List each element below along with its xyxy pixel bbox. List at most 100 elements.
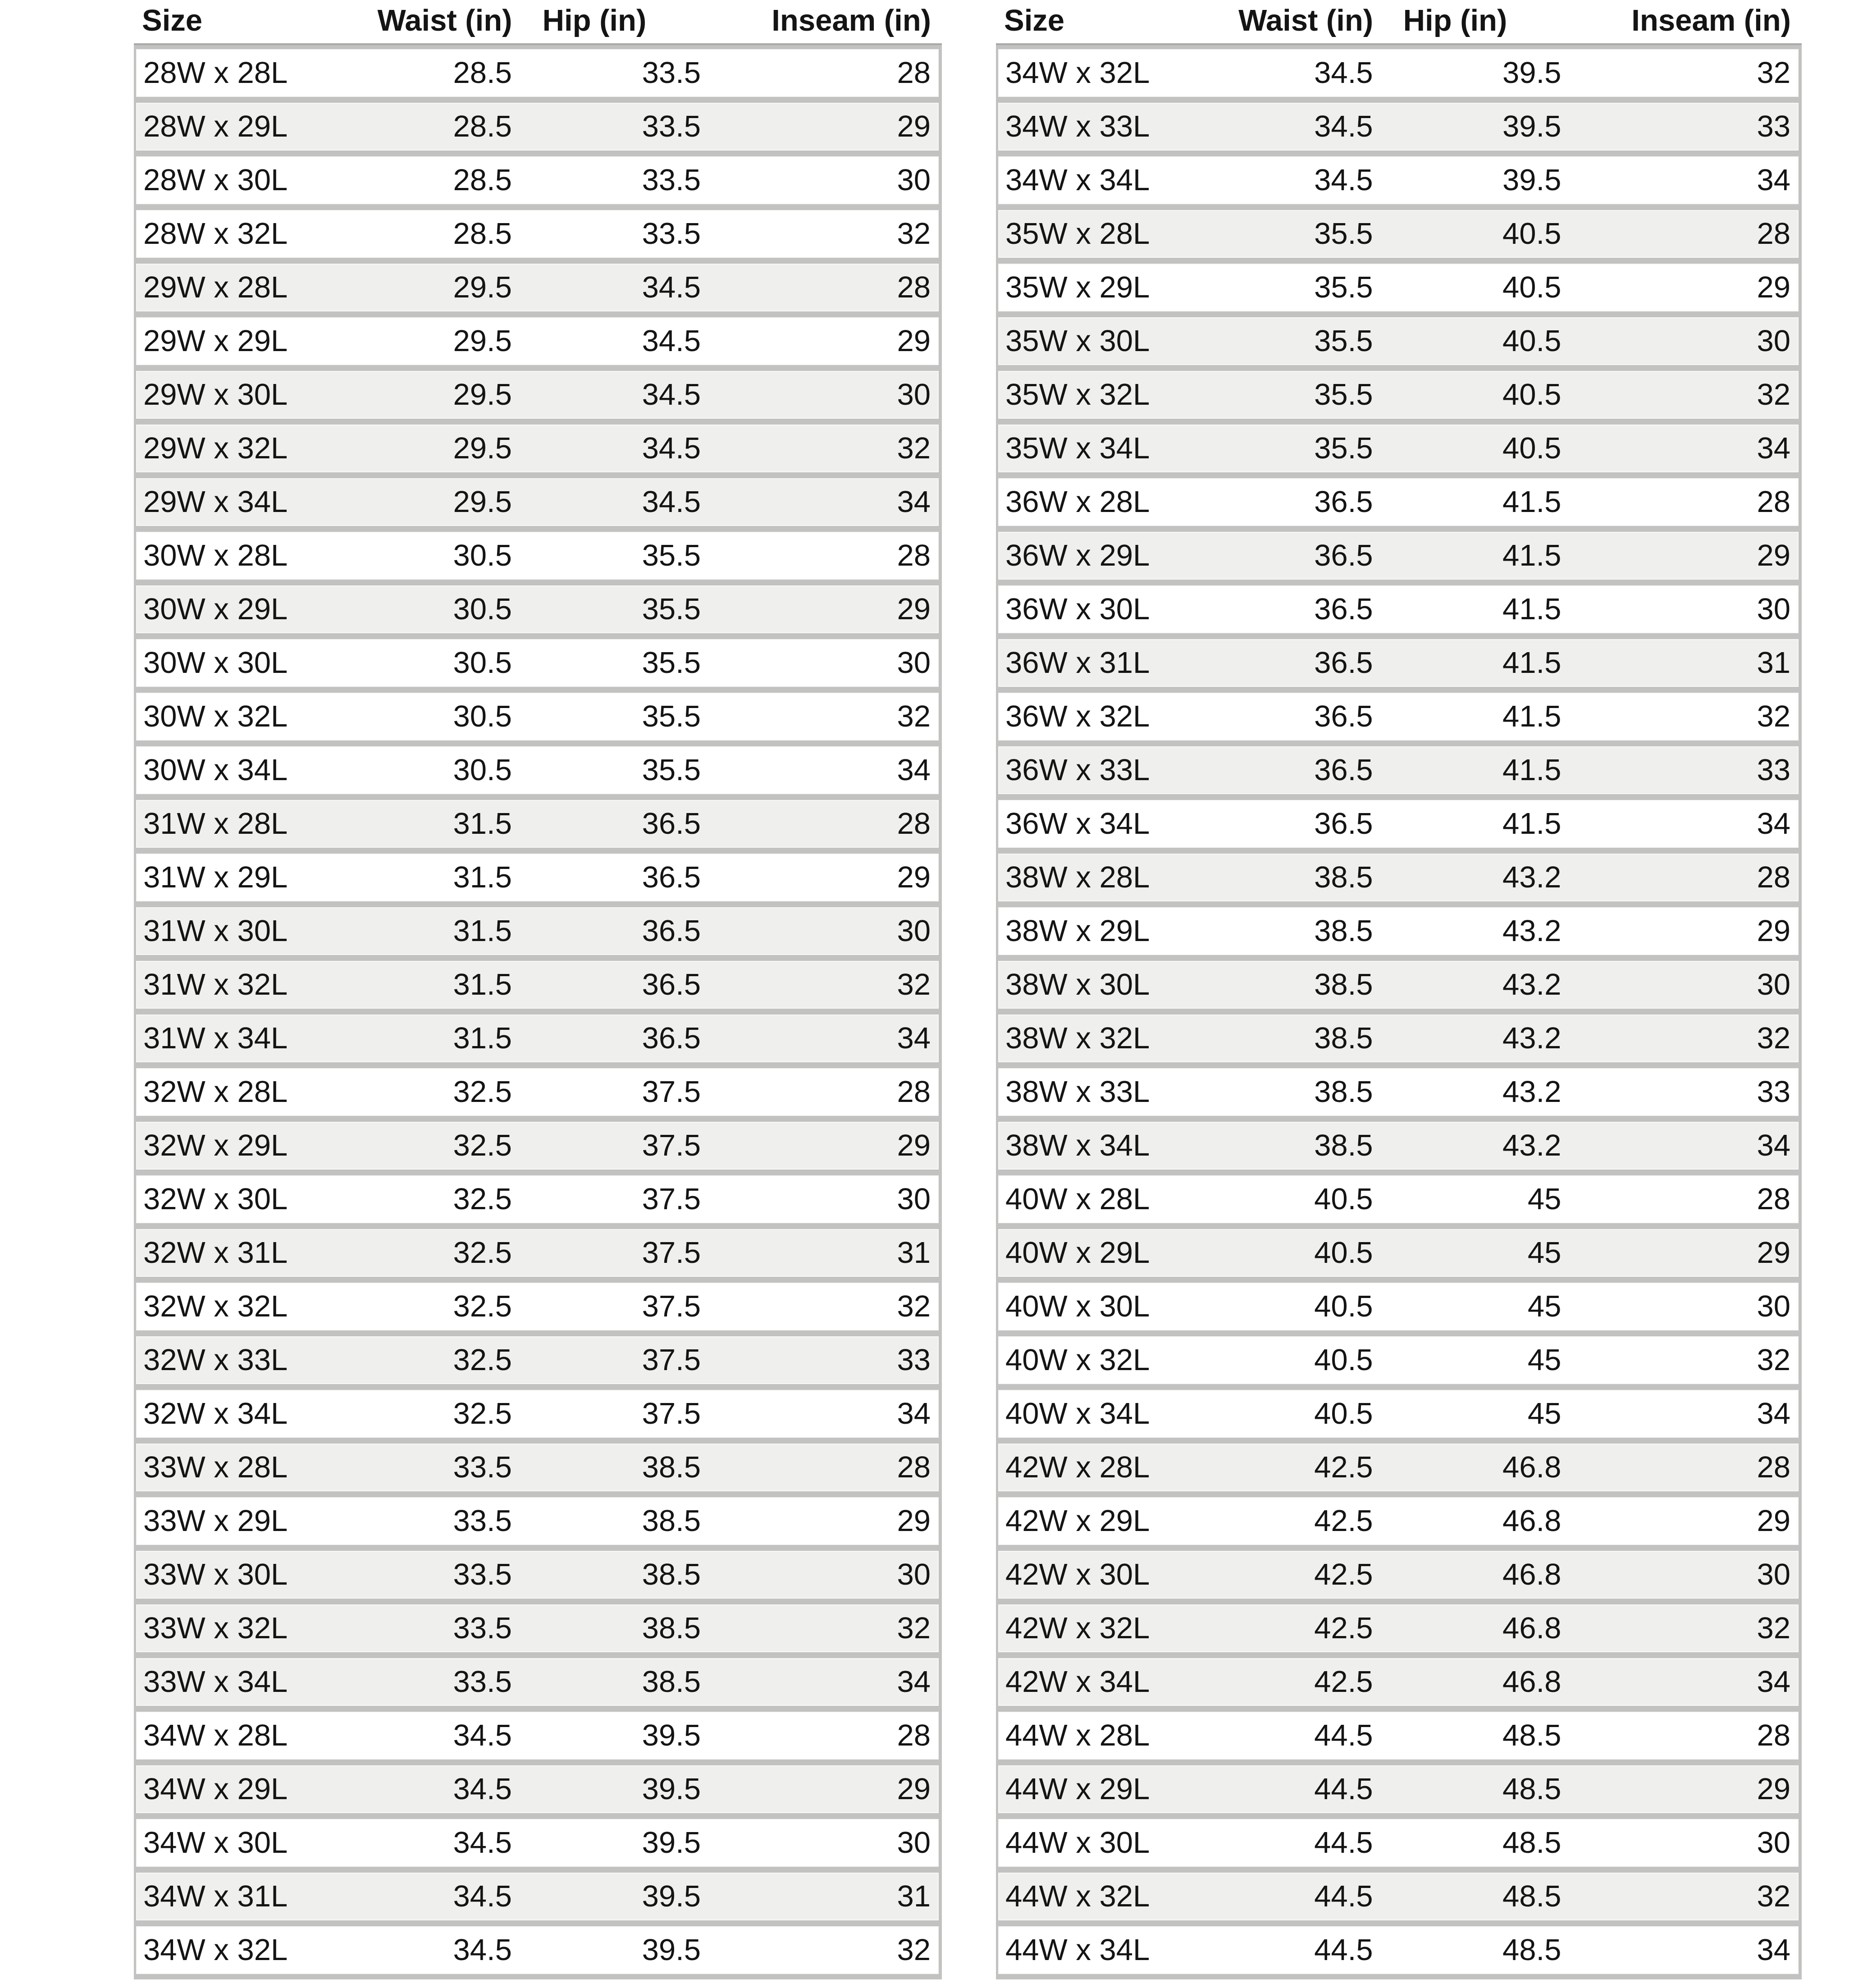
column-header-inseam: Inseam (in) <box>772 4 931 37</box>
table-row: 34W x 32L 34.5 39.5 32 <box>136 1926 939 1974</box>
cell-waist: 40.5 <box>1314 1397 1373 1430</box>
table-row: 29W x 29L 29.5 34.5 29 <box>136 317 939 365</box>
cell-hip: 38.5 <box>642 1450 701 1484</box>
cell-waist: 29.5 <box>453 485 512 519</box>
cell-size: 32W x 29L <box>143 1129 288 1162</box>
cell-size: 29W x 30L <box>143 378 288 411</box>
table-row: 32W x 31L 32.5 37.5 31 <box>136 1229 939 1277</box>
cell-hip: 38.5 <box>642 1558 701 1591</box>
cell-waist: 29.5 <box>453 378 512 411</box>
cell-hip: 41.5 <box>1502 485 1562 519</box>
table-row: 31W x 32L 31.5 36.5 32 <box>136 961 939 1009</box>
cell-inseam: 30 <box>897 914 931 948</box>
cell-inseam: 28 <box>897 56 931 90</box>
table-row: 31W x 30L 31.5 36.5 30 <box>136 907 939 955</box>
cell-hip: 40.5 <box>1502 378 1562 411</box>
cell-inseam: 29 <box>1757 1236 1790 1270</box>
cell-hip: 39.5 <box>642 1933 701 1967</box>
cell-hip: 38.5 <box>642 1504 701 1538</box>
cell-waist: 44.5 <box>1314 1772 1373 1806</box>
cell-hip: 41.5 <box>1502 646 1562 680</box>
cell-waist: 32.5 <box>453 1236 512 1270</box>
cell-hip: 41.5 <box>1502 807 1562 841</box>
cell-inseam: 29 <box>897 592 931 626</box>
table-row: 28W x 32L 28.5 33.5 32 <box>136 210 939 258</box>
table-header-right: Size Waist (in) Hip (in) Inseam (in) <box>996 0 1802 45</box>
cell-waist: 30.5 <box>453 753 512 787</box>
cell-size: 32W x 34L <box>143 1397 288 1430</box>
cell-waist: 38.5 <box>1314 1021 1373 1055</box>
cell-size: 33W x 29L <box>143 1504 288 1538</box>
table-row: 35W x 32L 35.5 40.5 32 <box>998 371 1799 419</box>
cell-waist: 32.5 <box>453 1397 512 1430</box>
cell-size: 31W x 34L <box>143 1021 288 1055</box>
cell-hip: 35.5 <box>642 699 701 733</box>
table-row: 40W x 29L 40.5 45 29 <box>998 1229 1799 1277</box>
cell-hip: 39.5 <box>642 1772 701 1806</box>
cell-hip: 46.8 <box>1502 1450 1562 1484</box>
cell-waist: 42.5 <box>1314 1450 1373 1484</box>
cell-inseam: 29 <box>1757 914 1790 948</box>
cell-waist: 44.5 <box>1314 1933 1373 1967</box>
cell-waist: 34.5 <box>453 1933 512 1967</box>
cell-size: 34W x 29L <box>143 1772 288 1806</box>
cell-hip: 45 <box>1527 1182 1562 1216</box>
cell-inseam: 28 <box>1757 1718 1790 1752</box>
cell-size: 40W x 32L <box>1005 1343 1150 1377</box>
cell-size: 30W x 30L <box>143 646 288 680</box>
cell-size: 33W x 28L <box>143 1450 288 1484</box>
cell-inseam: 29 <box>897 1504 931 1538</box>
cell-hip: 48.5 <box>1502 1718 1562 1752</box>
cell-inseam: 34 <box>1757 1397 1790 1430</box>
table-row: 33W x 32L 33.5 38.5 32 <box>136 1604 939 1652</box>
cell-hip: 48.5 <box>1502 1879 1562 1913</box>
cell-inseam: 30 <box>897 1182 931 1216</box>
cell-size: 29W x 34L <box>143 485 288 519</box>
cell-size: 38W x 34L <box>1005 1129 1150 1162</box>
cell-size: 31W x 29L <box>143 860 288 894</box>
cell-hip: 48.5 <box>1502 1772 1562 1806</box>
cell-size: 42W x 32L <box>1005 1611 1150 1645</box>
table-row: 33W x 29L 33.5 38.5 29 <box>136 1497 939 1545</box>
cell-hip: 43.2 <box>1502 1075 1562 1109</box>
cell-waist: 31.5 <box>453 914 512 948</box>
cell-waist: 38.5 <box>1314 1075 1373 1109</box>
cell-size: 42W x 30L <box>1005 1558 1150 1591</box>
cell-inseam: 28 <box>897 539 931 572</box>
cell-inseam: 34 <box>897 753 931 787</box>
cell-hip: 39.5 <box>642 1718 701 1752</box>
cell-hip: 40.5 <box>1502 431 1562 465</box>
cell-hip: 37.5 <box>642 1182 701 1216</box>
cell-inseam: 28 <box>897 1450 931 1484</box>
cell-hip: 36.5 <box>642 1021 701 1055</box>
cell-size: 44W x 34L <box>1005 1933 1150 1967</box>
cell-hip: 46.8 <box>1502 1665 1562 1699</box>
table-row: 31W x 34L 31.5 36.5 34 <box>136 1015 939 1062</box>
cell-waist: 35.5 <box>1314 431 1373 465</box>
cell-hip: 45 <box>1527 1289 1562 1323</box>
table-row: 42W x 32L 42.5 46.8 32 <box>998 1604 1799 1652</box>
cell-waist: 34.5 <box>1314 110 1373 143</box>
cell-size: 36W x 33L <box>1005 753 1150 787</box>
cell-size: 35W x 30L <box>1005 324 1150 358</box>
cell-size: 31W x 30L <box>143 914 288 948</box>
cell-waist: 33.5 <box>453 1504 512 1538</box>
cell-waist: 44.5 <box>1314 1826 1373 1860</box>
cell-waist: 34.5 <box>453 1718 512 1752</box>
cell-size: 29W x 29L <box>143 324 288 358</box>
cell-inseam: 31 <box>897 1236 931 1270</box>
cell-inseam: 34 <box>1757 163 1790 197</box>
cell-hip: 34.5 <box>642 378 701 411</box>
cell-hip: 41.5 <box>1502 753 1562 787</box>
cell-waist: 32.5 <box>453 1289 512 1323</box>
cell-waist: 28.5 <box>453 56 512 90</box>
cell-waist: 28.5 <box>453 217 512 251</box>
cell-inseam: 28 <box>897 807 931 841</box>
table-row: 35W x 30L 35.5 40.5 30 <box>998 317 1799 365</box>
cell-size: 34W x 32L <box>1005 56 1150 90</box>
column-header-hip: Hip (in) <box>1403 4 1507 37</box>
cell-hip: 38.5 <box>642 1665 701 1699</box>
cell-hip: 33.5 <box>642 163 701 197</box>
table-row: 42W x 29L 42.5 46.8 29 <box>998 1497 1799 1545</box>
cell-inseam: 34 <box>897 1665 931 1699</box>
